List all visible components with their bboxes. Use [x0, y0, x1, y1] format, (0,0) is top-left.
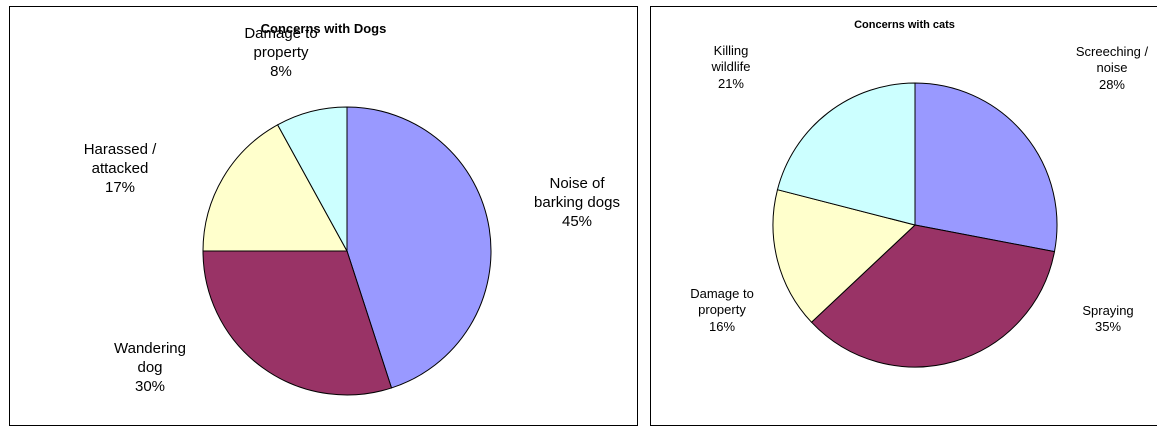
slice-label-text: Harassed / [83, 141, 157, 158]
cats-pie [772, 82, 1058, 368]
cats-chart: Concerns with cats Screeching / noise 28% S… [650, 6, 1157, 426]
pie-slice [810, 224, 1056, 368]
slice-label-text: noise [1096, 60, 1128, 76]
slice-label-text: Killing [713, 43, 749, 58]
slice-label: Damage to property 16% [690, 286, 754, 335]
pie-slice [772, 189, 917, 323]
pie-slice [346, 106, 492, 389]
slice-label-text: property [253, 43, 309, 61]
slice-label-text: Damage to [690, 286, 754, 301]
pie-slice [776, 82, 916, 226]
chart-title: Concerns with cats [854, 19, 955, 31]
slice-label-text: dog [137, 358, 163, 376]
chart-title: Concerns with Dogs [260, 21, 387, 36]
pie-slice [202, 124, 348, 252]
slice-label: Harassed / attacked 17% [84, 141, 157, 197]
slice-percent: 45% [561, 212, 593, 230]
slice-label: Noise of barking dogs 45% [534, 175, 620, 231]
slice-label-text: attacked [91, 159, 149, 177]
slice-label-text: barking dogs [534, 193, 620, 211]
slice-label: Wandering dog 30% [114, 340, 186, 396]
slice-percent: 16% [708, 318, 736, 334]
pie-slice [202, 250, 393, 396]
dogs-chart: Concerns with Dogs Noise of barking dogs 4… [9, 6, 638, 426]
slice-percent: 21% [717, 75, 745, 91]
slice-label-text: Damage to [244, 25, 318, 42]
slice-percent: 30% [134, 377, 166, 395]
slice-label-text: Screeching / [1075, 44, 1149, 59]
dogs-pie [202, 106, 492, 396]
slice-percent: 28% [1098, 76, 1126, 92]
slice-label: Screeching / noise 28% [1076, 44, 1148, 93]
slice-label-text: Wandering [114, 340, 186, 357]
slice-label: Damage to property 8% [244, 25, 317, 81]
slice-label-text: wildlife [711, 59, 751, 75]
slice-percent: 17% [104, 178, 136, 196]
slice-label-text: Spraying [1082, 303, 1134, 318]
slice-label: Spraying 35% [1082, 303, 1133, 336]
pie-slice [914, 82, 1058, 253]
slice-label-text: Noise of [549, 175, 605, 192]
slice-label: Killing wildlife 21% [711, 43, 750, 92]
pie-slice [276, 106, 348, 252]
slice-percent: 35% [1094, 319, 1122, 335]
slice-percent: 8% [270, 62, 292, 80]
slice-label-text: property [698, 302, 746, 318]
